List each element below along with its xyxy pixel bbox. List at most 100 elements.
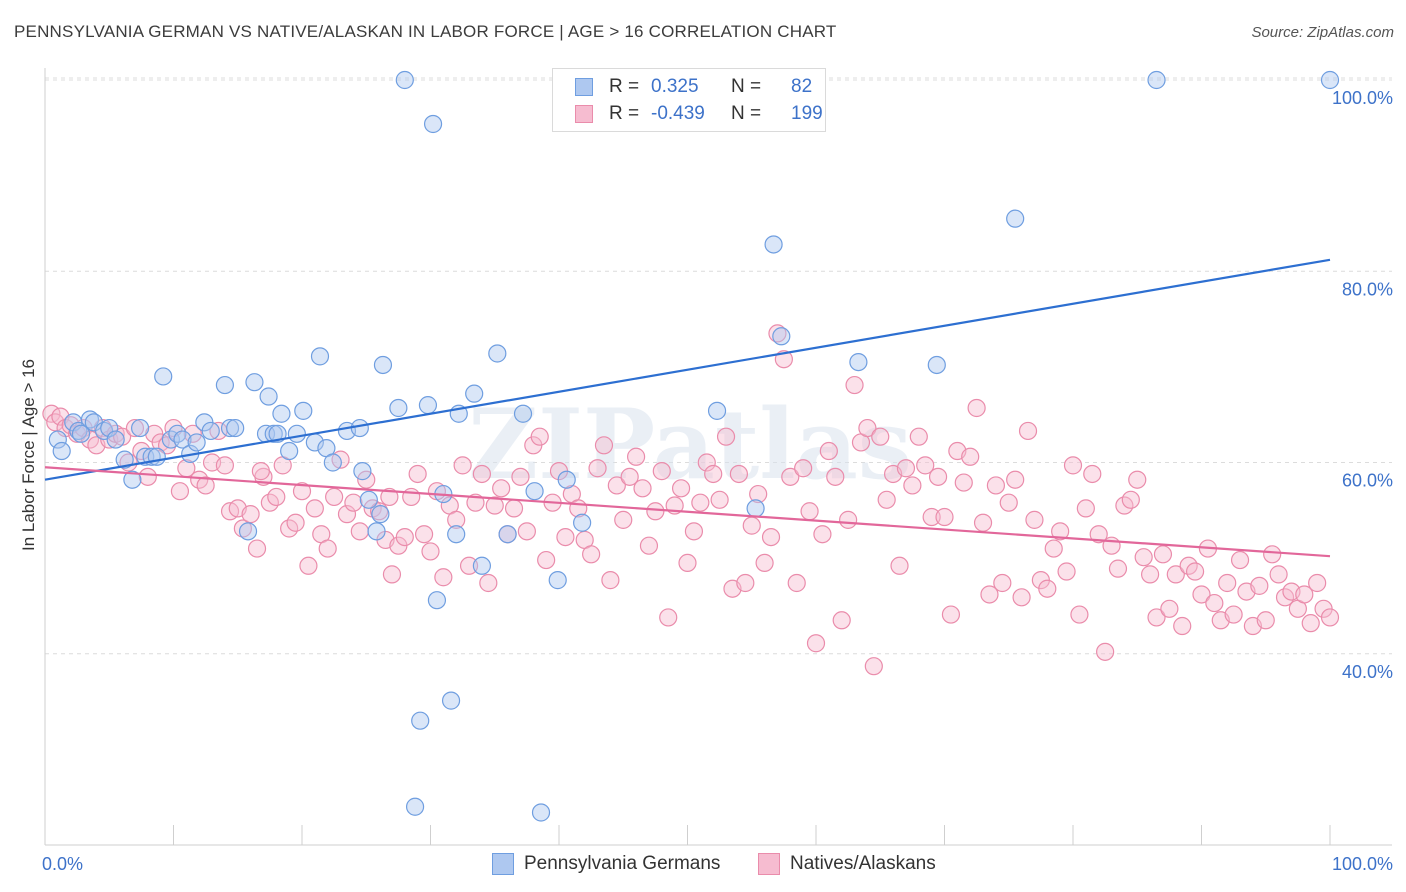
pennsylvania-germans-point [548,571,567,590]
axis-labels: 40.0% 60.0% 80.0% 100.0% 0.0% 100.0% In Labor … [19,88,1393,874]
natives-alaskans-point [826,467,845,486]
pennsylvania-germans-point [488,344,507,363]
pennsylvania-germans-point [287,424,306,443]
natives-alaskans-point [344,493,363,512]
natives-alaskans-point [800,502,819,521]
natives-alaskans-point [864,657,883,676]
pennsylvania-germans-point [367,522,386,541]
pennsylvania-germans-point [927,355,946,375]
natives-alaskans-point [1134,548,1153,567]
legend-r-label: R = [609,103,640,124]
natives-alaskans-point [537,550,556,570]
natives-alaskans-point [325,487,344,507]
natives-alaskans-point [620,467,639,486]
pennsylvania-germans-point [52,441,71,461]
pennsylvania-germans-trend-line [44,258,1331,481]
axes [44,68,1392,846]
natives-alaskans-point [299,556,318,575]
natives-alaskans-point [1308,573,1327,593]
bottom-legend-label: Natives/Alaskans [790,853,936,874]
y-tick-label: 100.0% [1332,88,1393,108]
natives-alaskans-point [247,539,267,558]
natives-alaskans-point [839,510,858,529]
pennsylvania-germans-point [154,367,173,386]
pennsylvania-germans-point [513,404,533,423]
pennsylvania-germans-point [71,424,91,443]
pennsylvania-germans-point [359,490,378,509]
natives-alaskans-point [1192,585,1211,604]
natives-alaskans-point [716,427,736,446]
pennsylvania-germans-point [187,433,206,452]
natives-alaskans-point [742,516,761,535]
pennsylvania-germans-point [498,525,517,544]
pennsylvania-germans-point [280,441,299,461]
legend-r-value: -0.439 [651,103,705,124]
natives-alaskans-point [292,482,312,501]
pennsylvania-germans-point [226,418,245,438]
pennsylvania-germans-point [168,424,187,443]
natives-alaskans-point [909,427,928,446]
pennsylvania-germans-point [746,499,765,518]
pennsylvania-germans-point [272,404,291,423]
pennsylvania-germans-point [238,522,258,541]
pennsylvania-germans-point [48,430,67,449]
natives-alaskans-point [1006,470,1025,489]
pennsylvania-germans-point [245,373,264,392]
natives-alaskans-point [639,536,659,555]
x-tick-label-min: 0.0% [42,854,83,874]
natives-alaskans-point [781,467,800,486]
natives-alaskans-point [973,513,993,532]
pennsylvania-germans-point [123,470,142,489]
natives-alaskans-point [916,456,935,475]
natives-alaskans-point [710,490,729,509]
natives-alaskans-point [395,527,414,547]
natives-alaskans-point [678,553,697,573]
natives-alaskans-point [588,459,607,478]
natives-alaskans-point [1063,456,1083,475]
natives-alaskans-point [1160,599,1179,618]
natives-alaskans-point [357,470,376,489]
natives-alaskans-point [607,476,626,495]
natives-alaskans-point [626,447,646,466]
natives-alaskans-point [286,513,305,532]
natives-alaskans-point [434,568,453,587]
natives-alaskans-point [749,484,768,504]
natives-alaskans-point [472,464,491,484]
natives-alaskans-point [935,507,954,527]
pennsylvania-germans-point [465,384,484,403]
pennsylvania-germans-point [1147,70,1166,90]
natives-alaskans-point [928,467,948,486]
natives-alaskans-point [1205,593,1224,613]
pennsylvania-germans-point [707,401,727,420]
legend-n-label: N = [731,103,762,124]
natives-alaskans-point [806,634,826,653]
natives-alaskans-point [633,479,652,498]
natives-alaskans-point [1301,614,1320,633]
natives-alaskans-point [845,375,864,395]
natives-alaskans-point [138,467,157,486]
natives-alaskans-point [447,510,466,529]
natives-alaskans-point [1076,499,1095,518]
bottom-legend-swatch-blue [492,853,514,875]
natives-alaskans-point [729,464,749,484]
natives-alaskans-point [1153,545,1173,564]
source-label: Source: ZipAtlas.com [1251,24,1394,41]
natives-alaskans-point [697,453,716,472]
pennsylvania-germans-point [525,482,544,501]
pennsylvania-germans-point [371,505,390,524]
pennsylvania-germans-point [423,114,443,134]
y-tick-label: 40.0% [1342,662,1393,682]
natives-alaskans-point [485,496,504,515]
natives-alaskans-point [196,476,215,495]
natives-alaskans-trend-line [44,466,1331,558]
pennsylvania-germans-point [772,327,791,346]
natives-alaskans-point [305,499,324,518]
legend-swatch-pink [575,105,593,123]
chart-title: PENNSYLVANIA GERMAN VS NATIVE/ALASKAN IN… [14,22,837,41]
pennsylvania-germans-point [411,711,430,730]
natives-alaskans-point [582,545,601,564]
legend-r-value: 0.325 [651,76,699,97]
pennsylvania-germans-point [557,470,576,489]
natives-alaskans-point [382,565,402,584]
natives-alaskans-point [967,398,986,418]
